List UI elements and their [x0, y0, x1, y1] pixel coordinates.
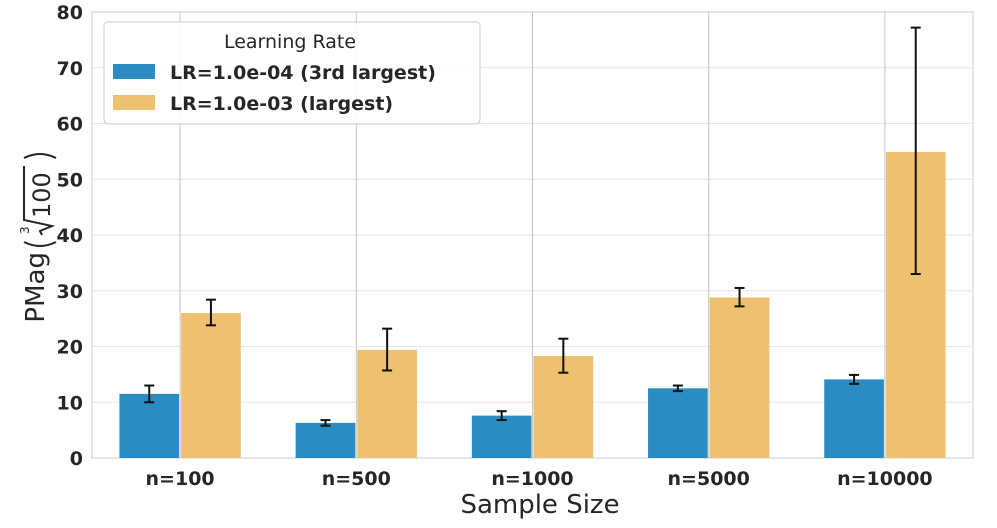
y-tick-label-8: 80 — [57, 2, 83, 24]
y-tick-label-6: 60 — [57, 114, 83, 136]
legend: Learning Rate LR=1.0e-04 (3rd largest) L… — [103, 21, 481, 125]
y-tick-label-3: 30 — [57, 281, 83, 303]
y-tick-label-4: 40 — [57, 225, 83, 247]
bar-s1-c0 — [181, 313, 241, 458]
x-tick-label-4: n=10000 — [837, 468, 933, 490]
y-tick-label-5: 50 — [57, 169, 83, 191]
y-axis-label-radicand: 100 — [28, 172, 56, 218]
x-tick-label-2: n=1000 — [491, 468, 573, 490]
bar-s0-c1 — [295, 422, 356, 458]
y-axis-label-text: PMag — [21, 252, 51, 323]
bar-s0-c0 — [119, 393, 180, 458]
error-bars-layer — [144, 26, 921, 427]
y-tick-label-2: 20 — [57, 337, 83, 359]
y-tick-label-7: 70 — [57, 58, 83, 80]
y-tick-label-1: 10 — [57, 392, 83, 414]
legend-swatch-lr-1e-04 — [113, 64, 155, 79]
bar-s1-c3 — [709, 297, 770, 458]
bar-s0-c4 — [824, 379, 884, 458]
legend-frame — [103, 21, 481, 125]
y-axis-label-paren-right — [23, 153, 57, 159]
legend-label-lr-1e-03: LR=1.0e-03 (largest) — [170, 93, 393, 115]
bar-s0-c3 — [648, 388, 708, 458]
legend-swatch-lr-1e-03 — [113, 95, 155, 110]
x-tick-label-0: n=100 — [146, 468, 215, 490]
y-axis-label-paren-left — [23, 241, 57, 247]
x-tick-label-1: n=500 — [322, 468, 391, 490]
y-axis-label: PMag 3 100 — [18, 153, 57, 323]
bar-s0-c2 — [471, 415, 532, 458]
y-axis-label-root-index: 3 — [18, 226, 32, 234]
x-tick-labels: n=100 n=500 n=1000 n=5000 n=10000 — [146, 468, 933, 490]
x-tick-label-3: n=5000 — [668, 468, 750, 490]
legend-title: Learning Rate — [224, 31, 356, 53]
bars-layer — [119, 151, 946, 458]
y-tick-label-0: 0 — [70, 448, 83, 470]
y-axis-label-radical — [23, 166, 56, 236]
legend-label-lr-1e-04: LR=1.0e-04 (3rd largest) — [170, 62, 436, 84]
x-axis-label: Sample Size — [460, 490, 619, 520]
y-tick-labels: 0 10 20 30 40 50 60 70 80 — [57, 2, 83, 470]
